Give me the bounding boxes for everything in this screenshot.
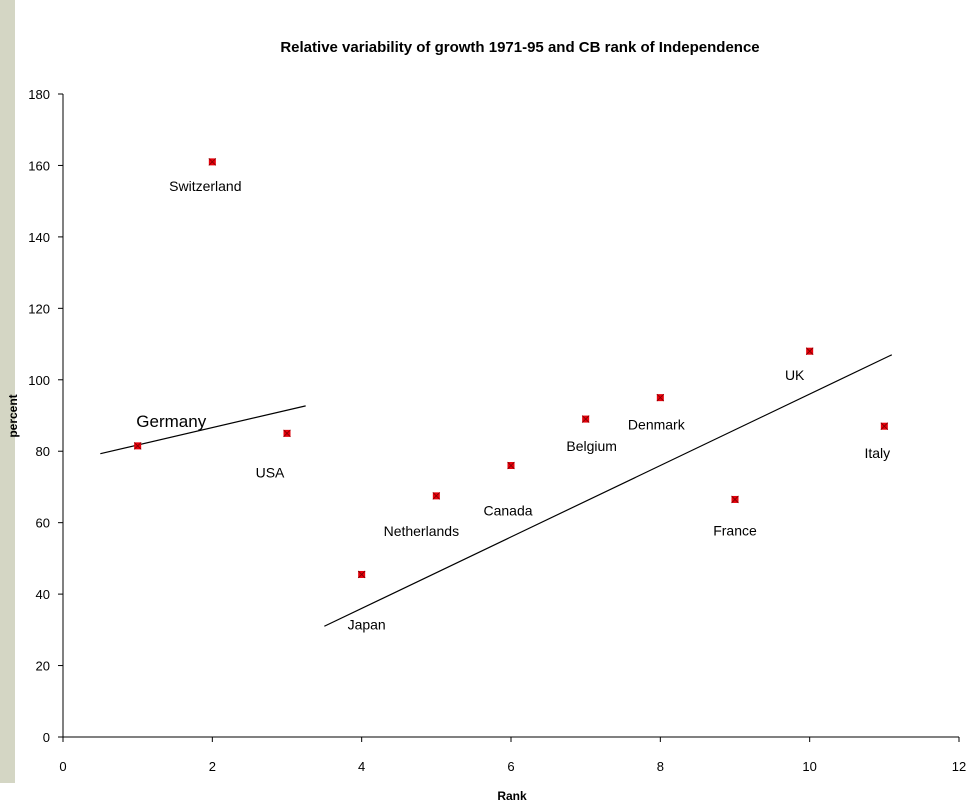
y-tick-label: 180 xyxy=(28,87,50,102)
marker-cross xyxy=(656,393,665,402)
point-usa xyxy=(283,429,291,438)
annotation-germany: Germany xyxy=(136,412,206,431)
x-tick-label: 2 xyxy=(209,759,216,774)
label-usa: USA xyxy=(256,464,285,480)
marker-cross xyxy=(507,461,515,470)
point-germany xyxy=(133,442,142,450)
x-axis-title: Rank xyxy=(497,789,527,803)
axes: 0 20 40 60 80 100 120 140 160 180 0 2 4 6 8 10 12 xyxy=(28,87,966,774)
x-tick-label: 4 xyxy=(358,759,365,774)
x-tick-label: 8 xyxy=(657,759,664,774)
x-tick-label: 0 xyxy=(59,759,66,774)
point-uk xyxy=(805,347,814,355)
label-japan: Japan xyxy=(348,616,386,632)
marker-cross xyxy=(432,492,441,500)
point-belgium xyxy=(581,415,590,423)
marker-cross xyxy=(357,570,366,579)
label-italy: Italy xyxy=(864,445,890,461)
point-netherlands xyxy=(432,492,441,500)
y-tick-label: 120 xyxy=(28,301,50,316)
trend-lines xyxy=(100,354,893,627)
label-canada: Canada xyxy=(483,503,532,519)
data-points xyxy=(133,158,889,579)
point-labels: Switzerland USA Japan Netherlands Canada Belg… xyxy=(136,178,890,633)
label-belgium: Belgium xyxy=(566,438,617,454)
marker-cross xyxy=(731,495,739,504)
marker-cross xyxy=(208,158,217,166)
label-switzerland: Switzerland xyxy=(169,178,241,194)
point-switzerland xyxy=(208,158,217,166)
x-tick-label: 12 xyxy=(952,759,966,774)
trend-line-2 xyxy=(324,354,893,627)
y-tick-label: 0 xyxy=(43,730,50,745)
y-tick-label: 100 xyxy=(28,373,50,388)
point-canada xyxy=(507,461,515,470)
y-tick-label: 20 xyxy=(36,659,50,674)
point-italy xyxy=(880,422,889,430)
point-denmark xyxy=(656,393,665,402)
y-tick-label: 80 xyxy=(36,444,50,459)
left-border-strip xyxy=(0,0,15,783)
x-tick-label: 6 xyxy=(507,759,514,774)
marker-cross xyxy=(581,415,590,423)
y-axis-title: percent xyxy=(6,394,20,437)
point-france xyxy=(731,495,739,504)
x-tick-label: 10 xyxy=(802,759,816,774)
marker-cross xyxy=(880,422,889,430)
label-denmark: Denmark xyxy=(628,417,686,433)
point-japan xyxy=(357,570,366,579)
y-tick-label: 40 xyxy=(36,587,50,602)
label-uk: UK xyxy=(785,367,805,383)
label-france: France xyxy=(713,522,757,538)
marker-cross xyxy=(283,429,291,438)
marker-cross xyxy=(133,442,142,450)
chart-title: Relative variability of growth 1971-95 a… xyxy=(280,39,759,56)
y-tick-label: 160 xyxy=(28,158,50,173)
label-netherlands: Netherlands xyxy=(384,523,460,539)
y-tick-label: 140 xyxy=(28,230,50,245)
y-tick-label: 60 xyxy=(36,516,50,531)
marker-cross xyxy=(805,347,814,355)
